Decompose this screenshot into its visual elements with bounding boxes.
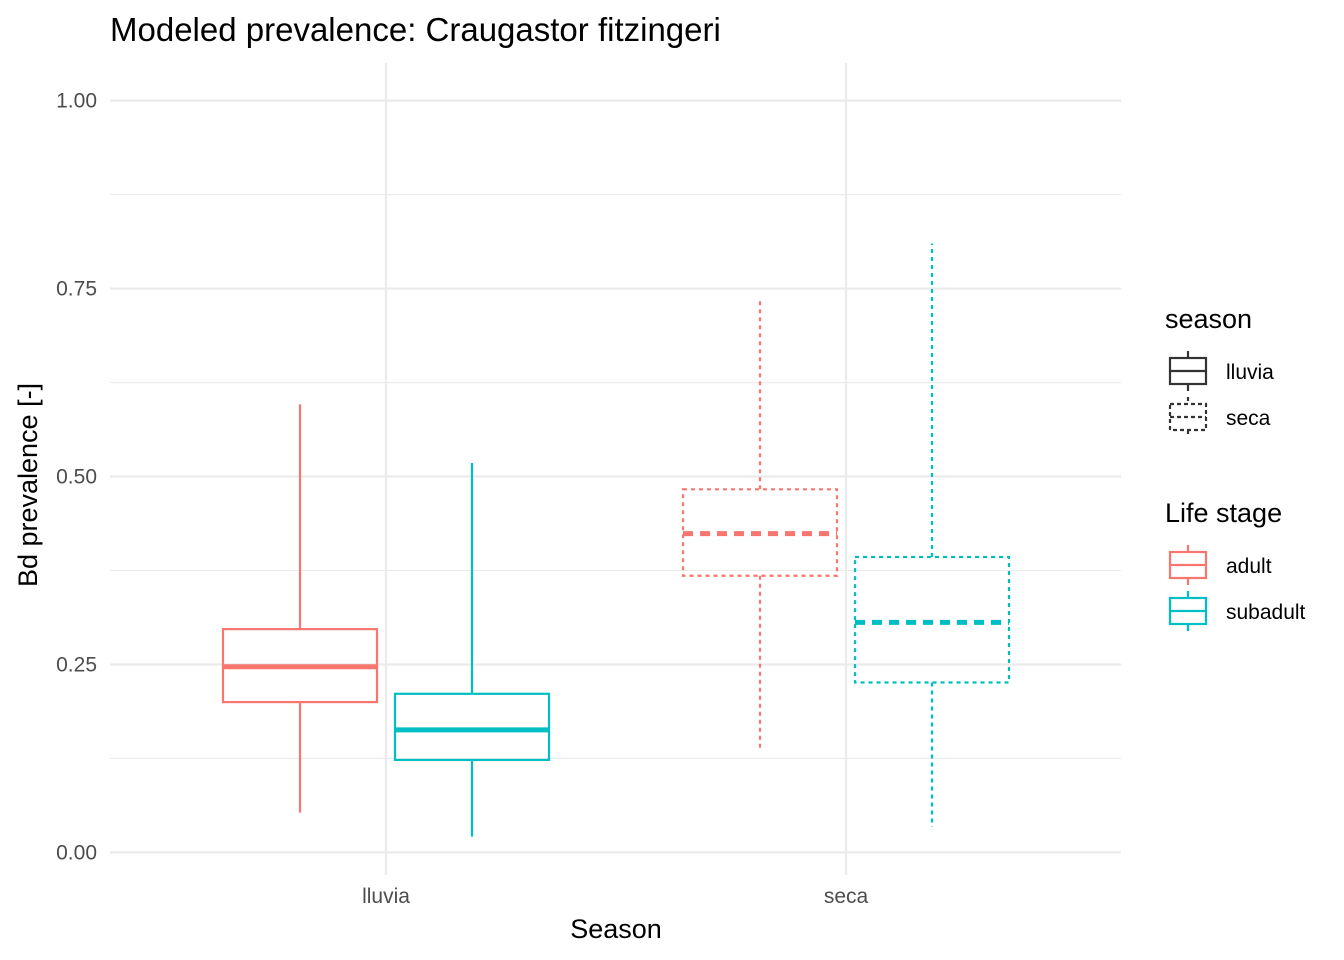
x-axis-title: Season bbox=[570, 914, 662, 944]
legend-label-adult: adult bbox=[1226, 555, 1272, 578]
legend-title-life-stage: Life stage bbox=[1165, 498, 1282, 528]
x-tick-label: lluvia bbox=[362, 885, 410, 908]
y-tick-label: 0.75 bbox=[56, 278, 97, 301]
legend-label-seca: seca bbox=[1226, 407, 1271, 430]
legend-key-seca bbox=[1168, 397, 1208, 437]
boxplots bbox=[221, 243, 1011, 837]
legends: season lluvia seca Life stage adult subadult bbox=[1165, 304, 1306, 631]
y-axis-title: Bd prevalence [-] bbox=[13, 383, 43, 587]
gridlines bbox=[110, 63, 1121, 875]
legend-label-subadult: subadult bbox=[1226, 601, 1306, 624]
box-iqr bbox=[393, 692, 551, 762]
y-axis-ticks: 0.00 0.25 0.50 0.75 1.00 bbox=[56, 90, 97, 865]
x-tick-label: seca bbox=[824, 885, 869, 908]
box-subadult-lluvia bbox=[393, 462, 551, 837]
legend-key-adult bbox=[1168, 545, 1208, 585]
chart-title: Modeled prevalence: Craugastor fitzinger… bbox=[110, 11, 721, 48]
x-axis-ticks: lluvia seca bbox=[362, 885, 868, 908]
box-adult-seca bbox=[681, 297, 839, 751]
box-iqr bbox=[853, 555, 1011, 684]
y-tick-label: 0.25 bbox=[56, 653, 97, 676]
y-tick-label: 0.00 bbox=[56, 841, 97, 864]
legend-title-season: season bbox=[1165, 304, 1252, 334]
y-tick-label: 1.00 bbox=[56, 90, 97, 113]
box-subadult-seca bbox=[853, 243, 1011, 827]
y-tick-label: 0.50 bbox=[56, 466, 97, 489]
legend-key-lluvia bbox=[1168, 351, 1208, 391]
box-adult-lluvia bbox=[221, 404, 379, 813]
legend-key-subadult bbox=[1168, 591, 1208, 631]
legend-label-lluvia: lluvia bbox=[1226, 361, 1274, 384]
